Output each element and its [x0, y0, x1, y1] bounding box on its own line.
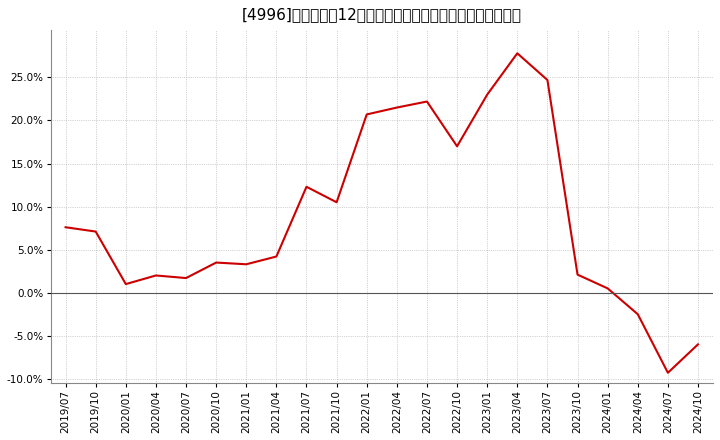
Title: [4996]　売上高の12か月移動合計の対前年同期増減率の推移: [4996] 売上高の12か月移動合計の対前年同期増減率の推移	[242, 7, 522, 22]
